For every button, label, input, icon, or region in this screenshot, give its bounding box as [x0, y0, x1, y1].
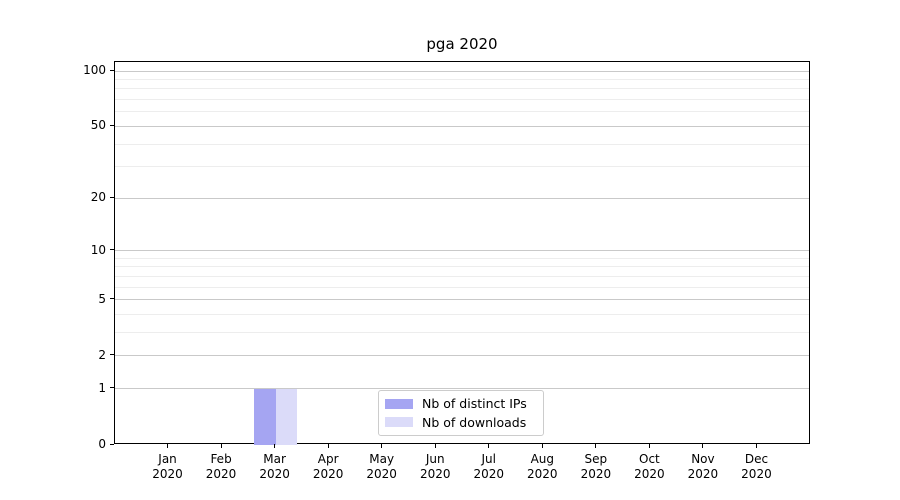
y-tick-label-10: 10 — [90, 242, 106, 257]
x-tick-label-aug: Aug 2020 — [510, 452, 574, 482]
y-tick-20 — [110, 196, 114, 198]
gridline-major-50 — [115, 125, 809, 127]
x-tick-year: 2020 — [634, 467, 665, 481]
x-tick-label-may: May 2020 — [350, 452, 414, 482]
x-tick-label-jun: Jun 2020 — [403, 452, 467, 482]
gridline-minor-40 — [115, 143, 809, 145]
x-tick-oct — [648, 444, 650, 448]
gridline-major-20 — [115, 197, 809, 199]
x-tick-month: Mar — [263, 452, 286, 466]
x-tick-label-jan: Jan 2020 — [136, 452, 200, 482]
x-tick-month: Aug — [530, 452, 555, 466]
x-tick-apr — [327, 444, 329, 448]
x-tick-month: Feb — [210, 452, 232, 466]
x-tick-label-oct: Oct 2020 — [617, 452, 681, 482]
x-tick-mar — [274, 444, 276, 448]
x-tick-year: 2020 — [152, 467, 183, 481]
x-tick-sep — [595, 444, 597, 448]
x-tick-aug — [541, 444, 543, 448]
x-tick-label-feb: Feb 2020 — [189, 452, 253, 482]
legend-label-distinct-ips: Nb of distinct IPs — [422, 396, 527, 412]
bar-nb-of-downloads-mar-2020 — [275, 388, 297, 445]
y-tick-label-2: 2 — [98, 347, 106, 362]
x-tick-year: 2020 — [366, 467, 397, 481]
x-tick-jun — [434, 444, 436, 448]
x-tick-feb — [220, 444, 222, 448]
gridline-minor-7 — [115, 276, 809, 278]
x-tick-year: 2020 — [419, 467, 451, 481]
gridline-minor-9 — [115, 257, 809, 259]
gridline-minor-90 — [115, 79, 809, 81]
gridline-minor-60 — [115, 111, 809, 113]
bar-nb-of-distinct-ips-mar-2020 — [254, 388, 276, 445]
y-tick-label-1: 1 — [98, 380, 106, 395]
x-tick-label-jul: Jul 2020 — [457, 452, 521, 482]
gridline-major-1 — [115, 388, 809, 390]
x-tick-dec — [755, 444, 757, 448]
y-tick-label-100: 100 — [83, 63, 106, 78]
chart-title: pga 2020 — [426, 35, 498, 53]
gridline-minor-3 — [115, 332, 809, 334]
x-tick-year: 2020 — [527, 467, 558, 481]
y-tick-label-5: 5 — [98, 291, 106, 306]
x-tick-month: Oct — [639, 452, 660, 466]
gridline-minor-8 — [115, 266, 809, 268]
x-tick-year: 2020 — [687, 467, 719, 481]
x-tick-may — [381, 444, 383, 448]
x-tick-nov — [702, 444, 704, 448]
gridline-minor-80 — [115, 88, 809, 90]
x-tick-month: Nov — [691, 452, 715, 466]
x-tick-jan — [167, 444, 169, 448]
gridline-major-10 — [115, 250, 809, 252]
gridline-minor-70 — [115, 99, 809, 101]
legend: Nb of distinct IPs Nb of downloads — [378, 390, 544, 436]
y-tick-label-50: 50 — [90, 118, 106, 133]
y-tick-label-20: 20 — [90, 190, 106, 205]
y-tick-label-0: 0 — [98, 437, 106, 451]
x-tick-label-mar: Mar 2020 — [243, 452, 307, 482]
gridline-minor-6 — [115, 286, 809, 288]
legend-item-downloads: Nb of downloads — [385, 415, 537, 430]
y-tick-5 — [110, 298, 114, 300]
x-tick-jul — [488, 444, 490, 448]
gridline-major-100 — [115, 70, 809, 72]
y-tick-100 — [110, 69, 114, 71]
x-tick-label-sep: Sep 2020 — [564, 452, 628, 482]
gridline-major-2 — [115, 355, 809, 357]
x-tick-month: Dec — [744, 452, 769, 466]
gridline-minor-4 — [115, 314, 809, 316]
x-tick-month: Jul — [481, 452, 496, 466]
legend-label-downloads: Nb of downloads — [422, 414, 527, 430]
x-tick-label-dec: Dec 2020 — [724, 452, 788, 482]
y-tick-10 — [110, 249, 114, 251]
x-tick-month: Sep — [584, 452, 608, 466]
gridline-major-5 — [115, 299, 809, 301]
x-tick-month: Apr — [317, 452, 339, 466]
x-tick-month: Jun — [425, 452, 445, 466]
x-tick-year: 2020 — [741, 467, 772, 481]
legend-swatch-distinct-ips — [385, 398, 413, 409]
x-tick-label-apr: Apr 2020 — [296, 452, 360, 482]
y-tick-0 — [110, 443, 114, 445]
x-tick-month: Jan — [158, 452, 177, 466]
legend-item-distinct-ips: Nb of distinct IPs — [385, 396, 537, 411]
gridline-minor-30 — [115, 166, 809, 168]
x-tick-label-nov: Nov 2020 — [671, 452, 735, 482]
y-tick-2 — [110, 354, 114, 356]
y-tick-1 — [110, 387, 114, 389]
x-tick-month: May — [369, 452, 395, 466]
x-tick-year: 2020 — [580, 467, 612, 481]
legend-swatch-downloads — [385, 417, 413, 428]
x-tick-year: 2020 — [473, 467, 505, 481]
plot-area — [114, 61, 810, 445]
x-tick-year: 2020 — [205, 467, 237, 481]
y-tick-50 — [110, 124, 114, 126]
x-tick-year: 2020 — [312, 467, 344, 481]
x-tick-year: 2020 — [259, 467, 290, 481]
